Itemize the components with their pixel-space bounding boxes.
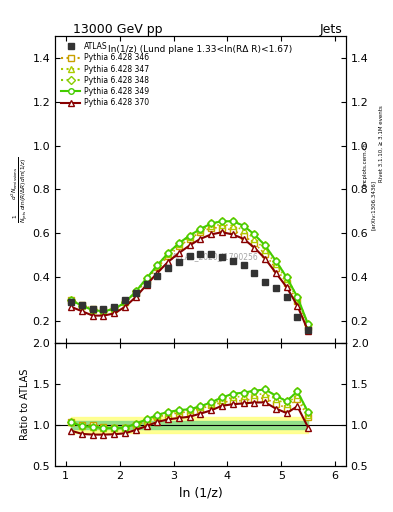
Text: mcplots.cern.ch: mcplots.cern.ch: [363, 142, 368, 186]
Y-axis label: Ratio to ATLAS: Ratio to ATLAS: [20, 369, 29, 440]
Legend: ATLAS, Pythia 6.428 346, Pythia 6.428 347, Pythia 6.428 348, Pythia 6.428 349, P: ATLAS, Pythia 6.428 346, Pythia 6.428 34…: [59, 39, 151, 110]
Text: Rivet 3.1.10, ≥ 3.1M events: Rivet 3.1.10, ≥ 3.1M events: [379, 105, 384, 182]
Text: ln(1/z) (Lund plane 1.33<ln(RΔ R)<1.67): ln(1/z) (Lund plane 1.33<ln(RΔ R)<1.67): [108, 45, 292, 54]
Text: 13000 GeV pp: 13000 GeV pp: [73, 23, 163, 36]
Text: ATLAS_2020_I1790256: ATLAS_2020_I1790256: [172, 252, 258, 262]
Y-axis label: $\frac{1}{N_{\mathrm{jets}}}\frac{d^2 N_{\mathrm{emissions}}}{d\ln(R/\Delta R)\,: $\frac{1}{N_{\mathrm{jets}}}\frac{d^2 N_…: [9, 156, 29, 223]
X-axis label: ln (1/z): ln (1/z): [178, 486, 222, 499]
Text: [arXiv:1306.3436]: [arXiv:1306.3436]: [371, 180, 376, 230]
Text: Jets: Jets: [319, 23, 342, 36]
